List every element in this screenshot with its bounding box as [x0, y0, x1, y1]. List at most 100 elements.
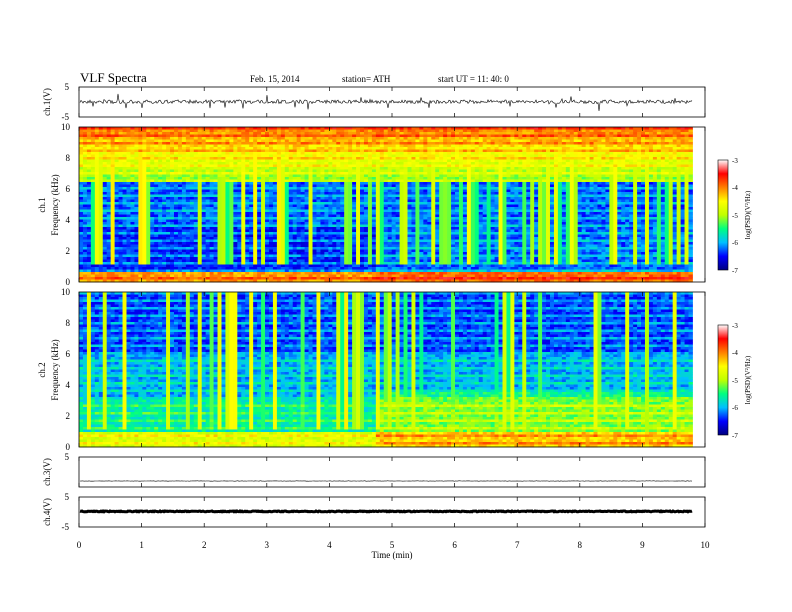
spectrogram-cell [316, 169, 321, 173]
spectrogram-cell [158, 162, 163, 165]
spectrogram-cell [482, 174, 488, 178]
spectrogram-cell [506, 172, 511, 175]
spectrogram-cell [201, 202, 207, 205]
spectrogram-cell [360, 199, 365, 203]
spectrogram-cell [312, 137, 317, 140]
spectrogram-cell [601, 172, 606, 175]
spectrogram-cell [276, 199, 282, 203]
spectrogram-cell [423, 164, 428, 168]
spectrogram-cell [312, 177, 317, 180]
spectrogram-cell [225, 182, 230, 185]
spectrogram-cell [106, 179, 112, 183]
spectrogram-cell [652, 169, 658, 173]
spectrogram-cell [209, 182, 214, 185]
spectrogram-cell [371, 132, 377, 135]
spectrogram-cell [150, 132, 155, 135]
spectrogram-cell [367, 167, 373, 170]
spectrogram-cell [312, 192, 317, 195]
spectrogram-cell [565, 162, 571, 165]
spectrogram-cell [597, 199, 602, 203]
spectrogram-cell [502, 157, 507, 160]
spectrogram-cell [688, 167, 693, 170]
spectrogram-cell [387, 187, 393, 190]
spectrogram-cell [86, 137, 92, 140]
spectrogram-cell [447, 194, 452, 198]
spectrogram-cell [486, 169, 492, 173]
spectrogram-cell [664, 132, 670, 135]
spectrogram-cell [118, 187, 123, 190]
spectrogram-cell [363, 197, 369, 200]
spectrogram-cell [589, 129, 594, 133]
spectrogram-cell [292, 182, 298, 185]
spectrogram-cell [391, 137, 397, 140]
spectrogram-cell [162, 169, 167, 173]
spectrogram-cell [134, 132, 139, 135]
spectrogram-cell [391, 174, 397, 178]
spectrogram-cell [154, 134, 159, 138]
spectrogram-cell [633, 152, 638, 155]
spectrogram-cell [249, 184, 254, 188]
spectrogram-cell [344, 164, 349, 168]
spectrogram-cell [265, 139, 270, 143]
spectrogram-cell [363, 204, 369, 208]
spectrogram-cell [316, 167, 321, 170]
spectrogram-cell [546, 154, 551, 158]
spectrogram-cell [300, 134, 305, 138]
spectrogram-cell [621, 184, 626, 188]
spectrogram-cell [656, 189, 662, 193]
spectrogram-cell [684, 182, 689, 185]
spectrogram-cell [162, 199, 167, 203]
spectrogram-cell [284, 139, 290, 143]
spectrogram-cell [451, 129, 456, 133]
spectrogram-cell [395, 162, 400, 165]
spectrogram-cell [494, 204, 499, 208]
spectrogram-cell [597, 137, 602, 140]
spectrogram-cell [621, 202, 626, 205]
spectrogram-cell [114, 139, 119, 143]
spectrogram-cell [447, 199, 452, 203]
spectrogram-cell [557, 139, 563, 143]
spectrogram-cell [217, 182, 222, 185]
spectrogram-cell [652, 194, 658, 198]
spectrogram-cell [581, 127, 587, 130]
spectrogram-cell [514, 142, 519, 145]
spectrogram-cell [134, 144, 139, 148]
spectrogram-cell [569, 184, 575, 188]
spectrogram-cell [403, 182, 408, 185]
spectrogram-cell [648, 132, 654, 135]
spectrogram-cell [213, 199, 218, 203]
spectrogram-cell [181, 147, 187, 150]
spectrogram-cell [462, 132, 468, 135]
spectrogram-cell [474, 174, 480, 178]
spectrogram-cell [284, 172, 290, 175]
spectrogram-cell [79, 147, 84, 150]
spectrogram-cell [652, 179, 658, 183]
spectrogram-cell [150, 172, 155, 175]
spectrogram-cell [601, 197, 606, 200]
spectrogram-cell [637, 192, 642, 195]
spectrogram-cell [201, 187, 207, 190]
spectrogram-cell [245, 189, 250, 193]
spectrogram-cell [90, 159, 96, 163]
spectrogram-cell [146, 137, 151, 140]
spectrogram-cell [387, 137, 393, 140]
spectrogram-cell [462, 159, 468, 163]
spectrogram-cell [142, 139, 147, 143]
spectrogram-cell [217, 139, 222, 143]
spectrogram-cell [451, 172, 456, 175]
spectrogram-cell [482, 197, 488, 200]
spectrogram-cell [431, 162, 436, 165]
spectrogram-cell [581, 172, 587, 175]
spectrogram-cell [265, 134, 270, 138]
spectrogram-cell [375, 179, 381, 183]
spectrogram-cell [356, 194, 361, 198]
spectrogram-cell [395, 187, 400, 190]
spectrogram-cell [633, 169, 638, 173]
spectrogram-cell [284, 197, 290, 200]
spectrogram-cell [601, 167, 606, 170]
spectrogram-cell [510, 177, 515, 180]
spectrogram-cell [154, 199, 159, 203]
spectrogram-cell [332, 139, 337, 143]
spectrogram-cell [122, 159, 127, 163]
spectrogram-cell [130, 192, 135, 195]
